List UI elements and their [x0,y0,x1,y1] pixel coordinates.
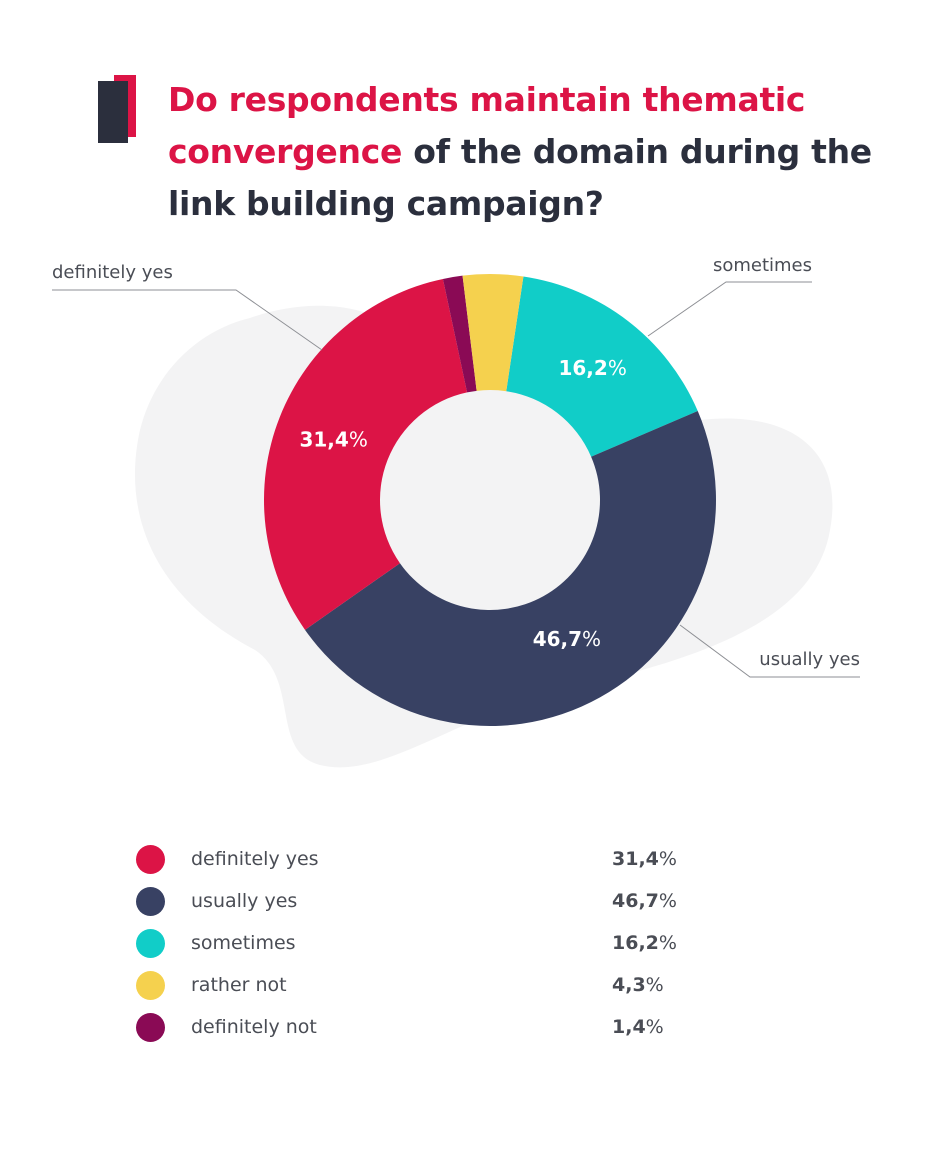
callout-line-definitely-yes [52,289,323,351]
chart-title-accent: Do respondents maintain thematic converg… [168,80,806,171]
legend-swatch-icon [136,929,165,958]
donut-chart: definitely yes sometimes usually yes 31,4%… [52,255,860,768]
slice-sometimes [506,276,698,457]
legend-value: 46,7% [612,890,677,912]
callouts: definitely yes sometimes usually yes [52,255,860,678]
slice-label-sometimes: 16,2% [558,356,626,380]
legend-item-definitely-yes: definitely yes 31,4% [136,838,696,880]
callout-definitely-yes: definitely yes [52,262,173,283]
legend-value: 1,4% [612,1016,664,1038]
legend-value: 31,4% [612,848,677,870]
callout-line-usually-yes [679,624,860,678]
slice-label-usually-yes: 46,7% [533,627,601,651]
legend-swatch-icon [136,971,165,1000]
slice-definitely-not [442,275,477,393]
slice-label-definitely-yes: 31,4% [299,428,367,452]
legend-item-rather-not: rather not 4,3% [136,964,696,1006]
legend-label: definitely not [191,1016,317,1038]
legend-label: rather not [191,974,287,996]
legend-value: 4,3% [612,974,664,996]
slice-usually-yes [305,411,716,726]
brand-mark-icon [98,75,138,145]
legend: definitely yes 31,4% usually yes 46,7% somet… [136,838,696,1048]
legend-swatch-icon [136,845,165,874]
callout-usually-yes: usually yes [759,649,860,670]
slice-rather-not [462,274,524,392]
legend-swatch-icon [136,1013,165,1042]
donut-slices [264,274,716,726]
legend-label: definitely yes [191,848,319,870]
callout-line-sometimes [647,281,812,337]
legend-swatch-icon [136,887,165,916]
legend-label: sometimes [191,932,296,954]
legend-item-definitely-not: definitely not 1,4% [136,1006,696,1048]
legend-value: 16,2% [612,932,677,954]
legend-item-sometimes: sometimes 16,2% [136,922,696,964]
callout-sometimes: sometimes [713,255,812,276]
chart-title-rest: of the domain during the link building c… [168,132,872,223]
legend-item-usually-yes: usually yes 46,7% [136,880,696,922]
slice-definitely-yes [264,278,468,630]
chart-title: Do respondents maintain thematic converg… [168,74,888,230]
brand-mark-dark-bar [98,81,128,143]
legend-label: usually yes [191,890,298,912]
slice-labels: 31,4% 46,7% 16,2% [299,356,626,651]
